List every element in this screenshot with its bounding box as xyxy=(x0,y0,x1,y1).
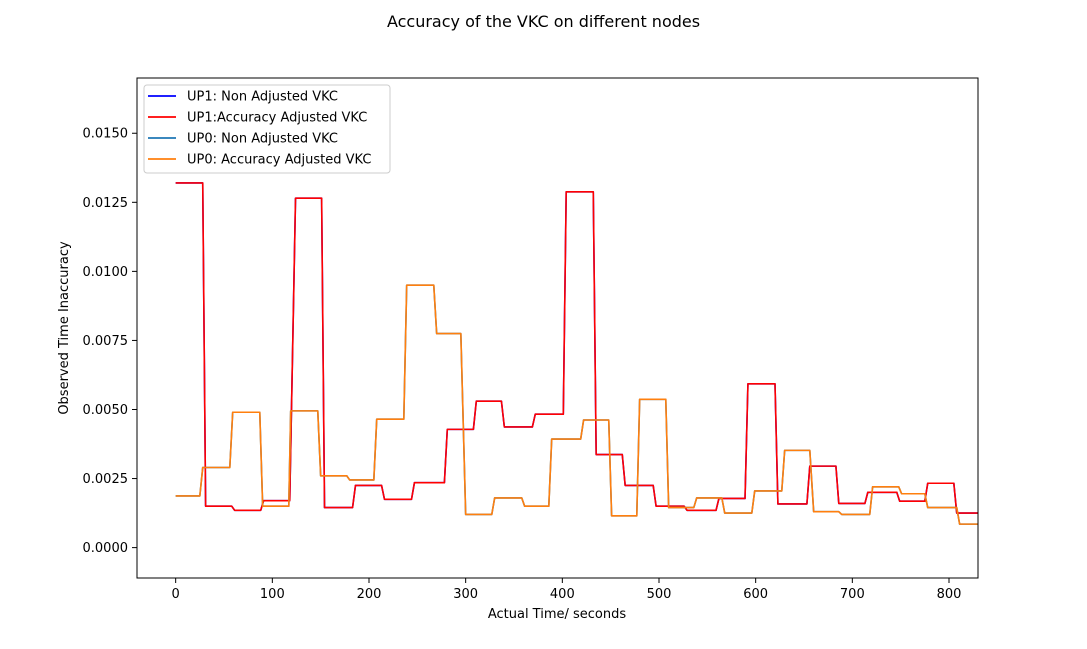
y-tick-label: 0.0125 xyxy=(83,196,129,211)
y-tick-label: 0.0050 xyxy=(83,403,129,418)
y-tick-label: 0.0025 xyxy=(83,472,129,487)
x-axis-label: Actual Time/ seconds xyxy=(488,607,627,622)
series-line-3 xyxy=(175,284,978,525)
legend-label-0: UP1: Non Adjusted VKC xyxy=(187,90,338,105)
y-axis: 0.0000 0.0025 0.0050 0.0075 0.0100 0.0125 0.01… xyxy=(83,127,137,556)
legend: UP1: Non Adjusted VKC UP1:Accuracy Adjust… xyxy=(143,84,391,174)
y-tick-label: 0.0150 xyxy=(83,127,129,142)
x-tick-label: 600 xyxy=(743,587,768,602)
x-tick-label: 400 xyxy=(550,587,575,602)
series-line-0 xyxy=(175,182,978,514)
x-tick-label: 800 xyxy=(937,587,962,602)
legend-box xyxy=(143,84,391,174)
plot-area xyxy=(175,182,978,525)
plot-frame xyxy=(136,77,979,579)
series-line-2 xyxy=(175,284,978,525)
legend-label-1: UP1:Accuracy Adjusted VKC xyxy=(187,111,367,126)
y-tick-label: 0.0075 xyxy=(83,334,129,349)
x-tick-label: 500 xyxy=(647,587,672,602)
x-tick-label: 300 xyxy=(453,587,478,602)
x-tick-label: 0 xyxy=(172,587,180,602)
x-tick-label: 200 xyxy=(357,587,382,602)
y-axis-label: Observed Time Inaccuracy xyxy=(57,241,72,415)
chart-title: Accuracy of the VKC on different nodes xyxy=(387,12,700,31)
y-tick-label: 0.0000 xyxy=(83,541,129,556)
series-line-1 xyxy=(175,182,978,514)
x-axis: 0 100 200 300 400 500 600 700 800 xyxy=(172,578,962,602)
y-tick-label: 0.0100 xyxy=(83,265,129,280)
x-tick-label: 700 xyxy=(840,587,865,602)
x-tick-label: 100 xyxy=(260,587,285,602)
legend-label-2: UP0: Non Adjusted VKC xyxy=(187,132,338,147)
legend-label-3: UP0: Accuracy Adjusted VKC xyxy=(187,153,371,168)
